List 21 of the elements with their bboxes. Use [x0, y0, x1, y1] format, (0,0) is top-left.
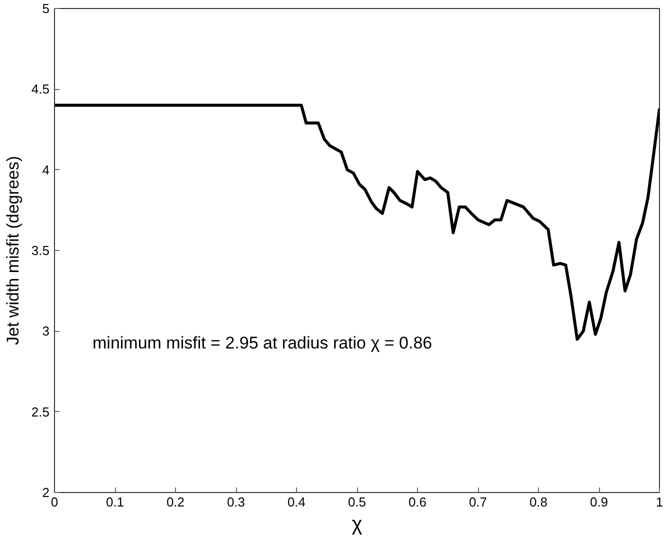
x-tick-label: 1: [656, 494, 664, 510]
x-axis-title: χ: [352, 514, 363, 536]
y-axis-title: Jet width misfit (degrees): [3, 156, 22, 345]
x-tick-label: 0.1: [106, 494, 124, 510]
y-tick-label: 3.5: [31, 243, 50, 258]
x-tick-label: 0.5: [348, 494, 366, 510]
x-tick-label: 0.3: [226, 494, 246, 510]
x-tick-label: 0.7: [468, 494, 488, 510]
y-tick-label: 4: [42, 162, 50, 178]
x-tick-label: 0.6: [408, 494, 427, 510]
x-tick-label: 0.8: [529, 494, 548, 510]
y-tick-label: 5: [42, 1, 50, 16]
y-tick-label: 2.5: [31, 404, 50, 420]
x-tick-label: 0.4: [287, 494, 306, 510]
x-tick-label: 0: [50, 494, 58, 510]
y-tick-label: 3: [42, 324, 50, 339]
x-tick-label: 0.9: [590, 494, 608, 510]
annotation: minimum misfit = 2.95 at radius ratio χ = 0.86: [92, 334, 432, 352]
y-tick-label: 2: [42, 485, 50, 500]
x-tick-label: 0.2: [166, 494, 185, 510]
y-tick-label: 4.5: [31, 82, 50, 97]
